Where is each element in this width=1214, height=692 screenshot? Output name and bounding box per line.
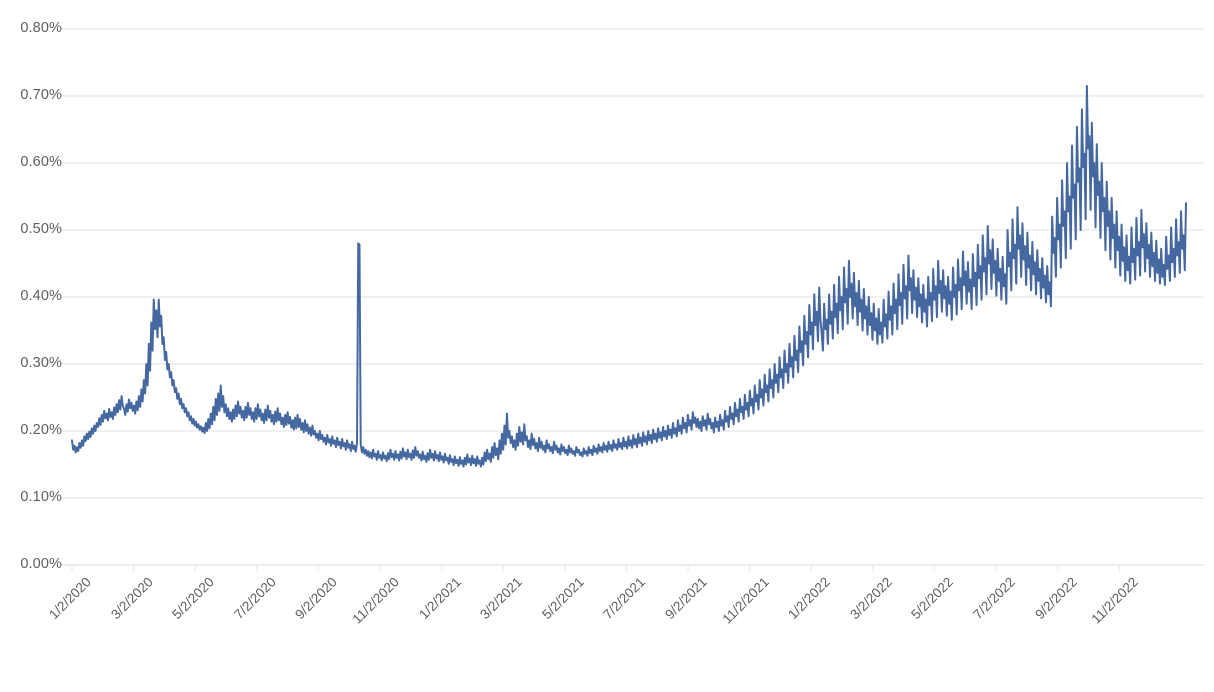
y-axis-tick-label: 0.20% [20,422,62,438]
y-axis-tick-label: 0.30% [20,355,62,371]
xtick-mark-group [71,565,1120,571]
y-axis-tick-label: 0.10% [20,489,62,505]
y-axis-tick-label: 0.70% [20,87,62,103]
gridline-group [60,28,1204,566]
y-axis-tick-label: 0.80% [20,20,62,36]
y-axis-tick-label: 0.60% [20,154,62,170]
y-axis-tick-label: 0.50% [20,221,62,237]
series-line-spread [71,84,1187,468]
y-axis-tick-label: 0.40% [20,288,62,304]
y-axis-tick-label: 0.00% [20,556,62,572]
